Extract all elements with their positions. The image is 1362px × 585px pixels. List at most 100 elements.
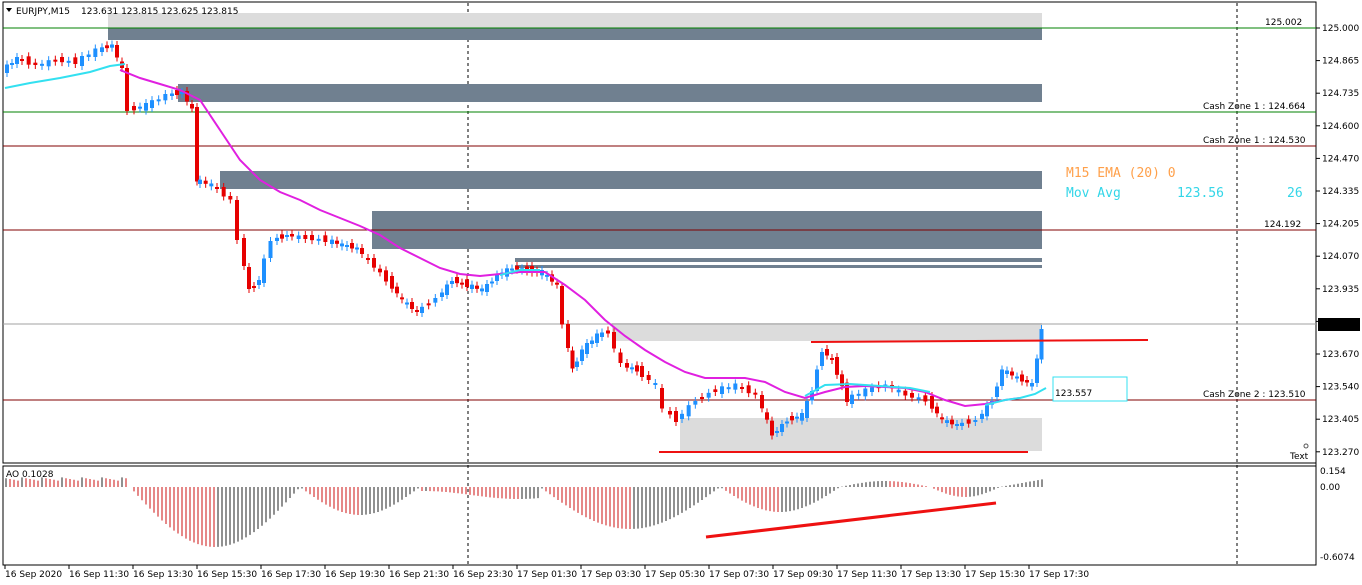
bear-candle — [566, 324, 570, 348]
bull-candle — [15, 57, 19, 64]
bull-candle — [355, 247, 359, 250]
bull-candle — [585, 343, 589, 354]
bear-candle — [475, 285, 479, 289]
time-axis[interactable]: 16 Sep 2020 16 Sep 11:30 16 Sep 13:30 16 Se… — [4, 565, 1089, 580]
bear-candle — [550, 274, 554, 282]
price-tag-box[interactable] — [1052, 376, 1128, 402]
bull-candle — [630, 367, 634, 370]
bull-candle — [93, 48, 98, 57]
bear-candle — [618, 352, 623, 363]
bull-candle — [470, 284, 474, 289]
zone-light[interactable] — [680, 418, 1042, 451]
price-tick-label: 124.735 — [1322, 89, 1359, 99]
bull-candle — [995, 386, 999, 397]
bear-candle — [335, 240, 339, 244]
bear-candle — [203, 180, 208, 184]
bull-candle — [575, 361, 579, 367]
level-label: Cash Zone 2 : 123.510 — [1203, 390, 1306, 400]
zone-dark[interactable] — [108, 28, 1042, 40]
bull-candle — [445, 284, 449, 295]
price-tick-label: 124.865 — [1322, 57, 1359, 67]
bull-candle — [296, 235, 301, 239]
time-tick-label: 16 Sep 23:30 — [453, 570, 513, 580]
bull-candle — [495, 274, 499, 281]
bull-candle — [150, 100, 154, 108]
bear-candle — [1025, 380, 1029, 383]
time-tick-label: 17 Sep 15:30 — [965, 570, 1025, 580]
bull-candle — [1039, 329, 1044, 360]
chart-symbol: EURJPY,M15 — [16, 7, 70, 17]
bull-candle — [480, 288, 484, 292]
bull-candle — [595, 333, 599, 343]
bull-candle — [1015, 376, 1019, 379]
bear-candle — [426, 303, 431, 306]
chart-ohlc: 123.631 123.815 123.625 123.815 — [81, 7, 238, 17]
bull-candle — [10, 63, 14, 65]
bull-candle — [316, 238, 321, 241]
bull-candle — [916, 397, 921, 400]
anchor-icon[interactable] — [1303, 443, 1309, 449]
bull-candle — [405, 302, 409, 305]
bear-candle — [660, 388, 664, 409]
price-tick-label: 124.205 — [1322, 220, 1359, 230]
bull-candle — [720, 386, 724, 394]
price-tick-label: 124.470 — [1322, 154, 1359, 164]
time-tick-label: 17 Sep 07:30 — [709, 570, 769, 580]
bear-candle — [221, 187, 226, 197]
zone-dark-thin[interactable] — [515, 258, 1042, 262]
zone-light[interactable] — [612, 323, 1042, 341]
time-tick-label: 17 Sep 17:30 — [1029, 570, 1089, 580]
bull-candle — [66, 60, 71, 63]
zone-light[interactable] — [108, 13, 1042, 28]
bear-candle — [350, 243, 354, 249]
bull-candle — [80, 56, 84, 66]
zone-dark[interactable] — [220, 171, 1042, 189]
bear-candle — [668, 411, 672, 415]
bear-candle — [966, 419, 971, 424]
zone-dark-thin[interactable] — [515, 265, 1042, 268]
chart-menu-arrow-icon[interactable] — [6, 8, 12, 12]
bear-candle — [740, 387, 744, 389]
bear-candle — [378, 268, 382, 273]
bull-candle — [545, 274, 549, 277]
bull-candle — [795, 416, 799, 419]
time-tick-label: 16 Sep 15:30 — [197, 570, 257, 580]
bear-candle — [903, 390, 908, 396]
resistance-trendline[interactable] — [810, 339, 1149, 343]
bear-candle — [770, 420, 774, 436]
bull-candle — [450, 281, 454, 284]
bull-candle — [590, 340, 594, 344]
bear-candle — [713, 389, 718, 392]
mov-avg-value: 123.56 — [1177, 186, 1224, 201]
bear-candle — [290, 234, 294, 237]
current-price-box — [1318, 318, 1360, 331]
bear-candle — [53, 59, 58, 62]
current-price-label: 123.815 — [1322, 321, 1359, 331]
bear-candle — [26, 56, 31, 65]
bear-candle — [400, 297, 404, 300]
bear-candle — [646, 375, 651, 380]
ao-histogram — [5, 477, 1043, 547]
time-tick-label: 16 Sep 21:30 — [389, 570, 449, 580]
price-tick-label: 124.335 — [1322, 187, 1359, 197]
bull-candle — [5, 64, 9, 73]
text-object[interactable]: Text — [1289, 452, 1309, 462]
bear-candle — [515, 266, 519, 270]
bull-candle — [144, 103, 148, 111]
price-tick-label: 124.070 — [1322, 252, 1359, 262]
bear-candle — [612, 332, 616, 349]
bull-candle — [785, 421, 789, 424]
ao-divergence-trendline[interactable] — [705, 501, 997, 539]
ao-scale-zero: 0.00 — [1320, 483, 1340, 493]
price-tick-label: 123.405 — [1322, 415, 1359, 425]
bear-candle — [323, 235, 328, 242]
bear-candle — [635, 365, 639, 372]
bull-candle — [870, 387, 874, 392]
price-tick-label: 125.000 — [1322, 24, 1359, 34]
bear-candle — [825, 349, 829, 356]
zone-dark[interactable] — [178, 84, 1042, 102]
bear-candle — [606, 330, 610, 334]
bear-candle — [525, 266, 529, 272]
